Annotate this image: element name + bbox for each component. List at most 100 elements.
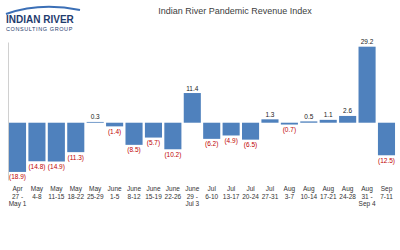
logo-tagline: CONSULTING GROUP <box>6 26 73 32</box>
x-tick-label-line: 24-28 <box>339 193 356 200</box>
x-tick: Jul27-31 <box>262 185 279 200</box>
x-tick-label: June29 -Jul 3 <box>185 185 199 207</box>
x-tick-label-line: 1-5 <box>110 193 120 200</box>
x-tick-label-line: 27 - <box>12 193 23 200</box>
bar <box>281 123 298 125</box>
y-axis-line <box>8 43 9 181</box>
data-label: (4.9) <box>224 137 237 145</box>
x-tick: May18-22 <box>67 185 84 200</box>
x-tick-label: Aug3-7 <box>284 185 296 200</box>
x-tick: May25-29 <box>87 185 104 200</box>
x-tick-label: June22-26 <box>165 185 182 200</box>
bar <box>28 123 45 162</box>
x-tick-label-line: 25-29 <box>87 193 104 200</box>
x-tick-label-line: 11-15 <box>48 193 65 200</box>
bar <box>145 123 162 138</box>
data-label: 1.3 <box>265 111 274 118</box>
x-tick: Aug3-7 <box>284 185 296 200</box>
data-label: 2.6 <box>343 107 352 114</box>
y-axis <box>8 43 9 181</box>
x-tick: June29 -Jul 3 <box>185 185 199 207</box>
x-tick: June8-12 <box>127 185 141 200</box>
x-tick: Aug10-14 <box>300 185 317 200</box>
x-tick-label-line: 22-26 <box>165 193 182 200</box>
x-tick-label: Jul13-17 <box>223 185 240 200</box>
x-tick-label: Aug17-21 <box>320 185 337 200</box>
x-tick-label-line: 29 - <box>187 193 198 200</box>
x-tick: Jul6-10 <box>205 185 218 200</box>
bar <box>184 93 201 123</box>
data-label: (0.7) <box>283 126 296 134</box>
x-tick-label: May18-22 <box>67 185 84 200</box>
x-tick: May11-15 <box>48 185 65 200</box>
x-tick: Aug31 -Sep 4 <box>359 185 376 208</box>
chart: INDIAN RIVERCONSULTING GROUP Indian River… <box>0 0 400 250</box>
data-label: (6.2) <box>205 140 218 148</box>
x-tick: Sep7-11 <box>380 185 393 200</box>
x-tick-label: June8-12 <box>127 185 141 200</box>
logo-swoosh <box>6 7 80 14</box>
data-label: (8.5) <box>127 146 140 154</box>
x-tick: June15-19 <box>145 185 162 200</box>
x-tick-label-line: 7-11 <box>380 193 393 200</box>
data-label: (14.9) <box>48 163 65 171</box>
x-tick-label-line: 27-31 <box>262 193 279 200</box>
x-tick-label: Jul20-24 <box>242 185 259 200</box>
bar <box>300 121 317 122</box>
logo-name: INDIAN RIVER <box>6 14 75 25</box>
x-tick-label: Aug31 -Sep 4 <box>359 185 376 208</box>
bar <box>9 123 26 172</box>
x-tick-label: June1-5 <box>108 185 122 200</box>
x-tick-label: Aug10-14 <box>300 185 317 200</box>
x-tick-label: Jul27-31 <box>262 185 279 200</box>
x-tick-label-line: 6-10 <box>205 193 218 200</box>
bar <box>378 123 395 156</box>
bar <box>223 123 240 136</box>
x-tick-label: May25-29 <box>87 185 104 200</box>
x-tick-label-line: June <box>108 185 122 192</box>
x-tick-label-line: May 1 <box>9 200 27 208</box>
x-tick-label-line: Jul <box>266 185 275 192</box>
x-tick-label-line: Jul <box>246 185 255 192</box>
x-tick-label-line: 8-12 <box>128 193 141 200</box>
bar <box>320 120 337 123</box>
x-tick-label-line: June <box>166 185 180 192</box>
data-label: (14.8) <box>28 163 45 171</box>
x-tick-label: Jul6-10 <box>205 185 218 200</box>
data-labels: (18.9)(14.8)(14.9)(11.3)0.3(1.4)(8.5)(5.… <box>9 38 395 181</box>
data-label: (5.7) <box>147 139 160 147</box>
x-tick-label: Sep7-11 <box>380 185 393 200</box>
x-tick-label-line: Jul <box>227 185 236 192</box>
bar <box>87 121 104 123</box>
data-label: 11.4 <box>186 85 199 92</box>
bar <box>339 116 356 123</box>
x-tick-label-line: 4-8 <box>32 193 42 200</box>
x-axis: Apr27 -May 1May4-8May11-15May18-22May25-… <box>9 185 393 208</box>
x-tick: Jul20-24 <box>242 185 259 200</box>
x-tick-label-line: 31 - <box>361 193 372 200</box>
data-label: (18.9) <box>9 173 26 181</box>
x-tick-label-line: 10-14 <box>300 193 317 200</box>
x-tick-label-line: June <box>146 185 160 192</box>
logo: INDIAN RIVERCONSULTING GROUP <box>6 7 80 32</box>
x-tick-label: May11-15 <box>48 185 65 200</box>
x-tick: May4-8 <box>31 185 44 200</box>
x-tick-label: May4-8 <box>31 185 44 200</box>
x-tick-label-line: Jul 3 <box>185 200 199 207</box>
data-label: (12.5) <box>378 157 395 165</box>
x-tick-label-line: 3-7 <box>285 193 295 200</box>
bar <box>48 123 65 162</box>
x-tick-label: Aug24-28 <box>339 185 356 200</box>
x-tick: Aug24-28 <box>339 185 356 200</box>
bars <box>9 47 395 172</box>
x-tick-label-line: Jul <box>208 185 217 192</box>
x-tick: June22-26 <box>165 185 182 200</box>
bar <box>106 123 123 127</box>
x-tick: June1-5 <box>108 185 122 200</box>
x-tick: Aug17-21 <box>320 185 337 200</box>
x-tick-label-line: 15-19 <box>145 193 162 200</box>
bar <box>261 119 278 122</box>
bar <box>125 123 142 145</box>
bar <box>164 123 181 150</box>
title: Indian River Pandemic Revenue Index <box>158 6 312 16</box>
